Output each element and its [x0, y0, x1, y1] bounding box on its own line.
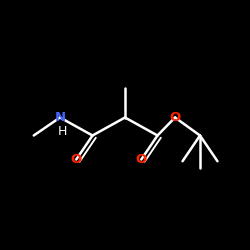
Text: O: O	[136, 153, 147, 166]
Text: N: N	[54, 111, 66, 124]
Text: H: H	[58, 125, 67, 138]
Text: O: O	[170, 111, 180, 124]
Text: O: O	[71, 153, 82, 166]
